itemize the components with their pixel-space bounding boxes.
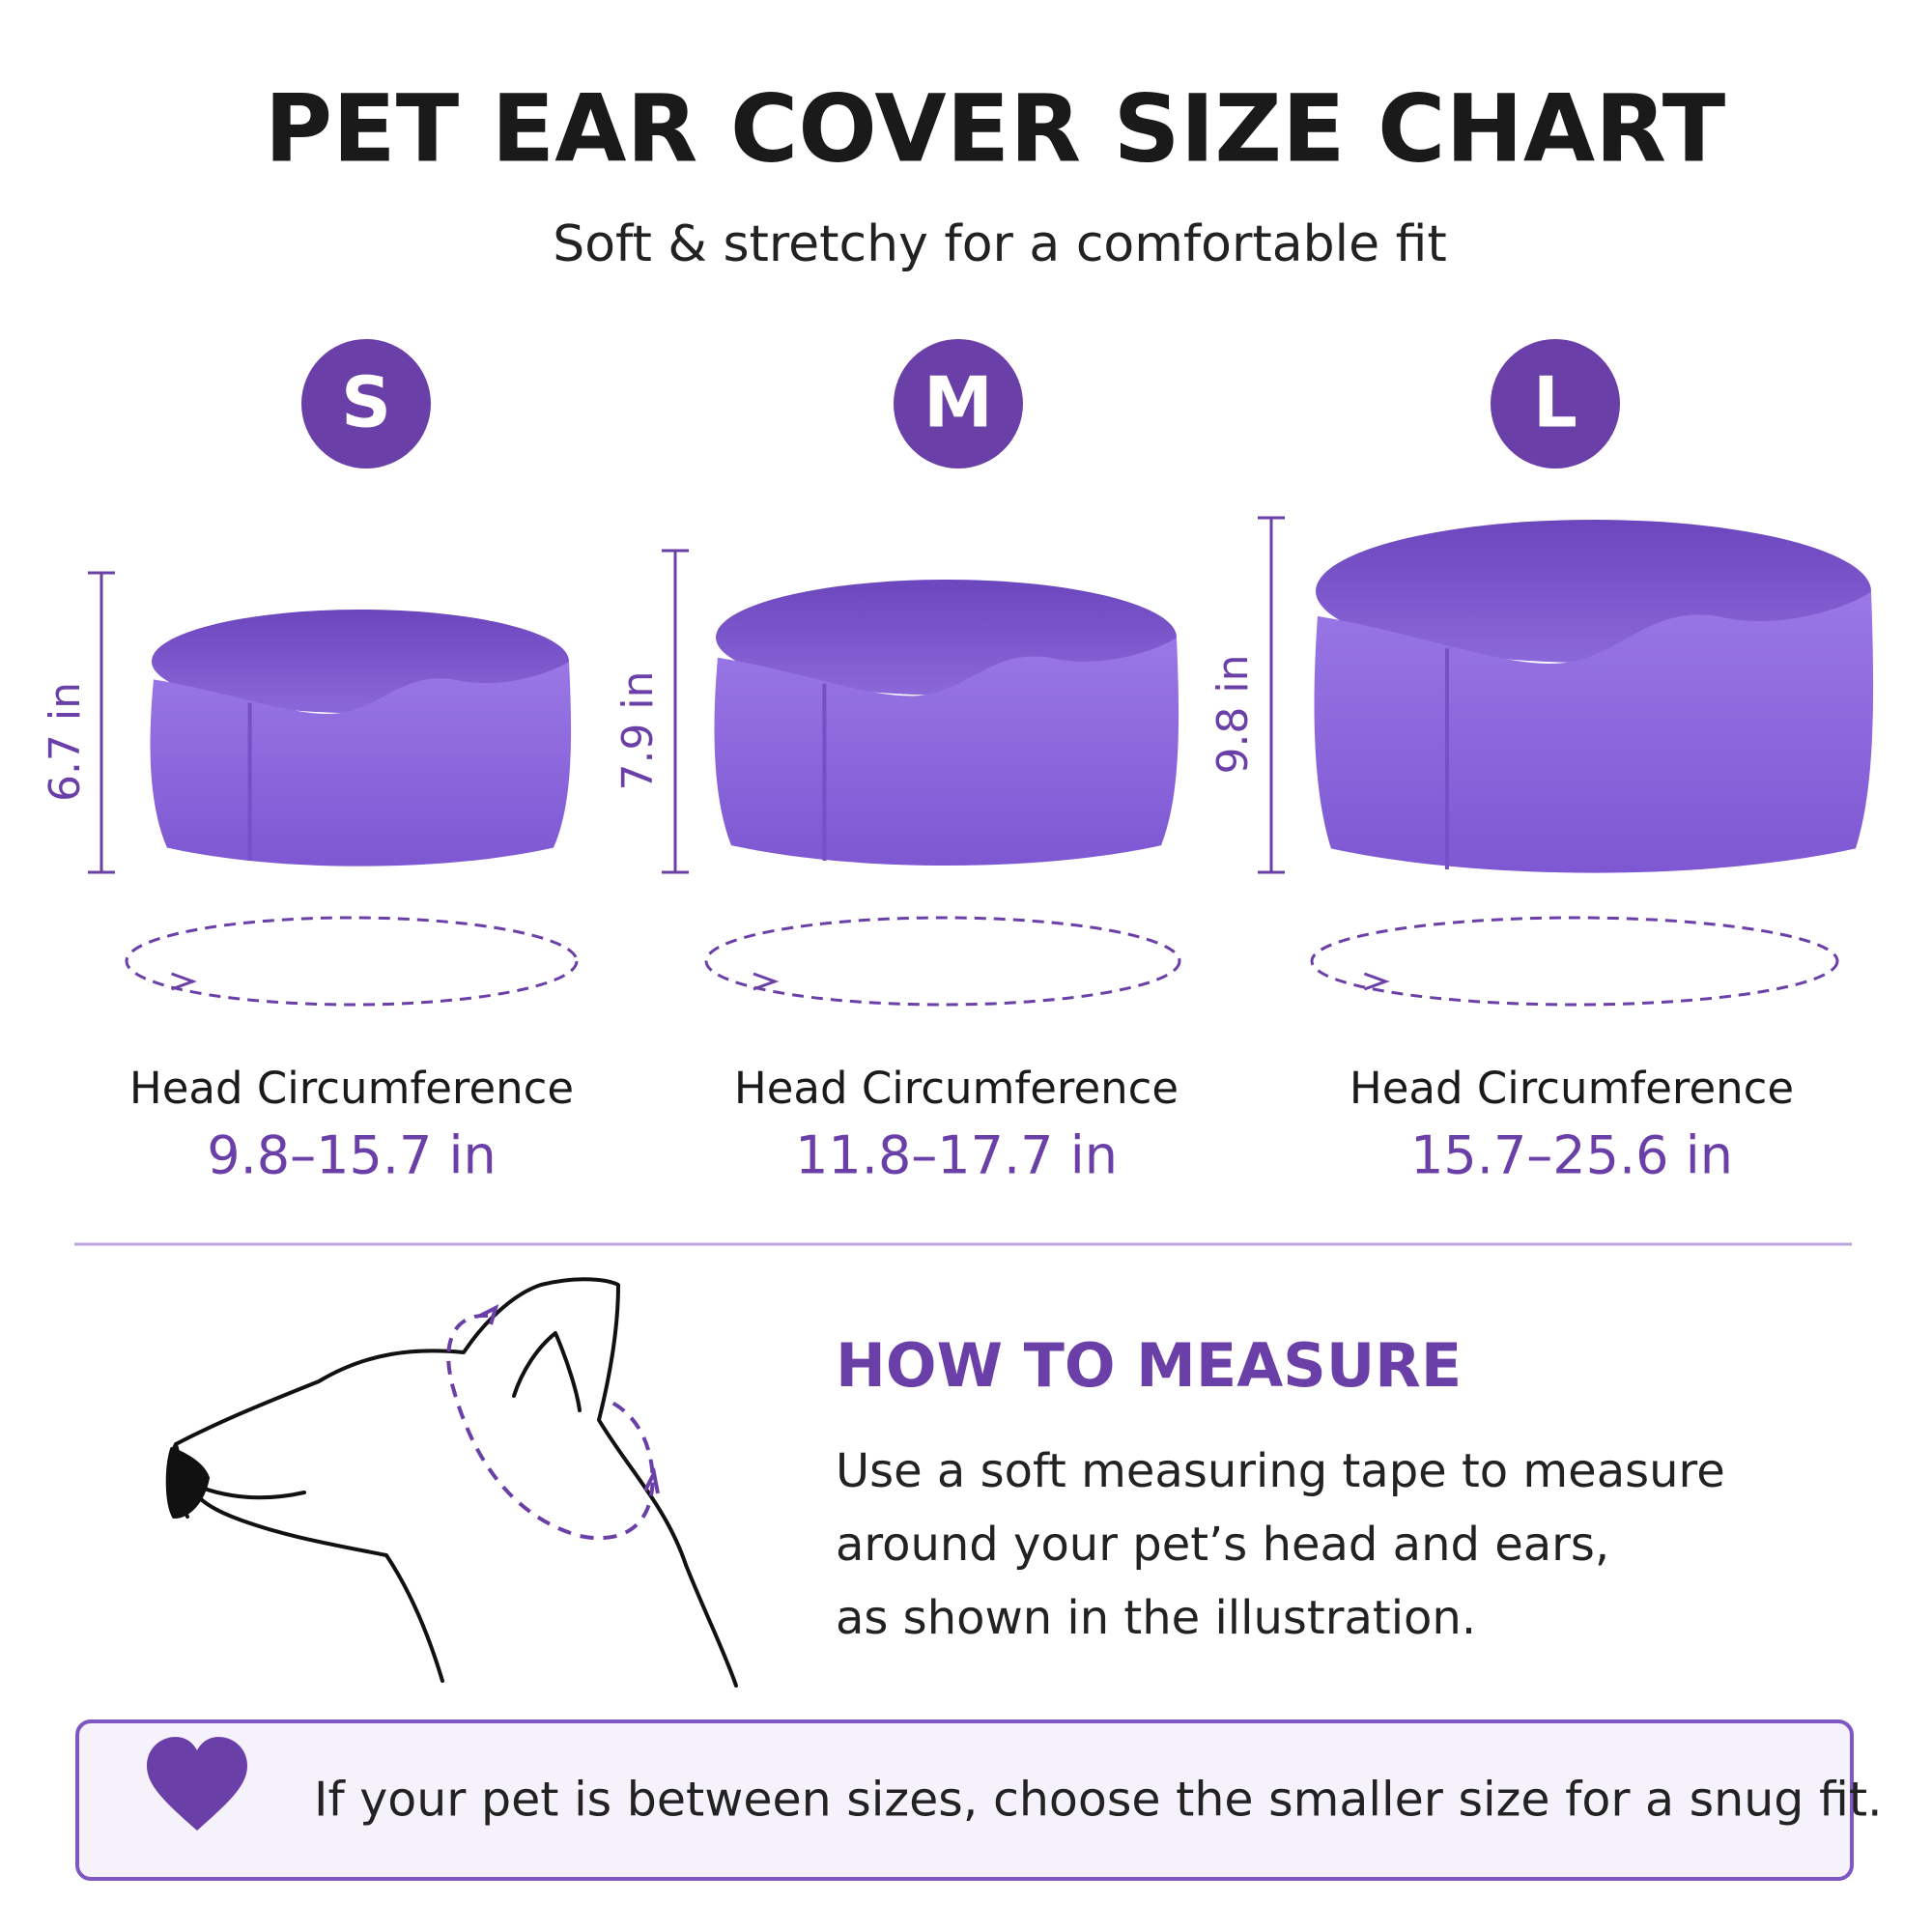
how-to-line: as shown in the illustration. (836, 1591, 1476, 1645)
size-badge (1491, 339, 1620, 469)
size-letter: L (1533, 362, 1577, 443)
circumference-range: 11.8–17.7 in (795, 1125, 1118, 1186)
how-to-text: Use a soft measuring tape to measure arou… (836, 1444, 1725, 1645)
size-badge (894, 339, 1023, 469)
ear-cover (714, 637, 1179, 867)
circumference-loop (1310, 916, 1839, 1007)
height-label: 9.8 in (1208, 654, 1258, 774)
circumference-range: 15.7–25.6 in (1410, 1125, 1733, 1186)
note-text: If your pet is between sizes, choose the… (314, 1773, 1883, 1828)
measure-loops (446, 1304, 660, 1541)
circumference-range: 9.8–15.7 in (207, 1125, 497, 1186)
size-letter: S (341, 362, 391, 443)
how-to-line: Use a soft measuring tape to measure (836, 1444, 1725, 1498)
size-columns: S 6.7 in Head Circumference 9.8–15.7 in M 7.9… (41, 339, 1874, 1186)
loop-arrow (1363, 972, 1390, 991)
how-to-line: around your pet’s head and ears, (836, 1518, 1609, 1572)
loop-arrow (171, 972, 197, 991)
dog-illustration (165, 1277, 738, 1688)
loop-arrow (753, 972, 780, 991)
circumference-label: Head Circumference (734, 1063, 1179, 1114)
note-box (75, 1719, 1854, 1881)
title: PET EAR COVER SIZE CHART (265, 74, 1725, 183)
circumference-loop (125, 916, 579, 1007)
how-to-title: HOW TO MEASURE (836, 1330, 1462, 1401)
heart-icon (147, 1737, 247, 1831)
circumference-label: Head Circumference (1350, 1063, 1794, 1114)
ear-cover (150, 661, 572, 867)
size-badge (301, 339, 431, 469)
height-label: 6.7 in (41, 682, 90, 802)
circumference-label: Head Circumference (129, 1063, 574, 1114)
circumference-loop (704, 916, 1181, 1007)
size-letter: M (923, 362, 993, 443)
ear-cover (1314, 591, 1874, 873)
height-label: 7.9 in (613, 670, 663, 790)
subtitle: Soft & stretchy for a comfortable fit (553, 215, 1447, 273)
